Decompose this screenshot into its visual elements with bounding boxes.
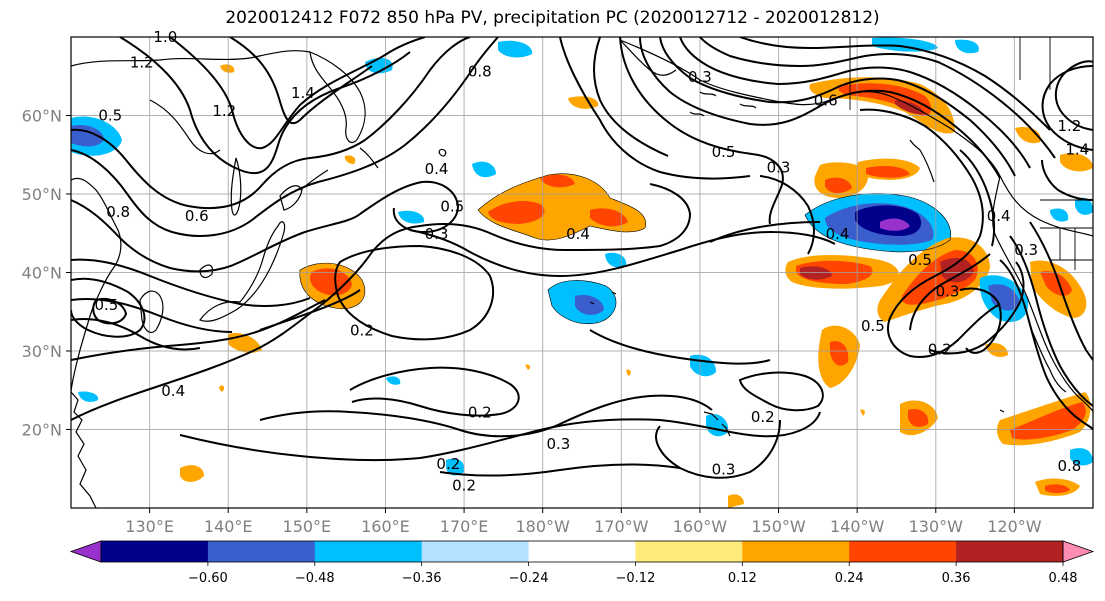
contour-label: 1.2 (130, 53, 154, 71)
colorbar (69, 540, 1095, 563)
contour-label: 0.2 (928, 341, 952, 359)
lat-label: 50°N (22, 185, 62, 204)
colorbar-segment (421, 541, 530, 562)
contour-label: 0.8 (106, 203, 130, 221)
contour-label: 0.5 (861, 317, 885, 335)
colorbar-frame (100, 540, 1064, 563)
contour-label: 0.2 (436, 455, 460, 473)
colorbar-extend-low (69, 540, 102, 563)
colorbar-tick-label: 0.24 (835, 571, 864, 586)
contour-label: 0.5 (440, 198, 464, 216)
lon-label: 160°E (361, 517, 410, 536)
colorbar-segment (742, 541, 850, 562)
contour-label: 0.4 (826, 225, 850, 243)
contour-label: 0.2 (751, 408, 775, 426)
contour-label: 0.8 (1057, 457, 1081, 475)
colorbar-tick-label: 0.12 (728, 571, 757, 586)
lon-label: 140°E (204, 517, 253, 536)
colorbar-segment (956, 541, 1064, 562)
contour-label: 0.2 (452, 476, 476, 494)
lon-label: 180°W (516, 517, 571, 536)
colorbar-segment (101, 541, 209, 562)
contour-label: 0.5 (98, 107, 122, 125)
colorbar-tick-label: −0.48 (295, 571, 335, 586)
longitude-labels: 130°E 140°E 150°E 160°E 170°E 180°W 170°W 160°W… (125, 508, 1042, 536)
lon-label: 130°E (125, 517, 174, 536)
contour-label: 0.6 (814, 92, 838, 110)
colorbar-segment (635, 541, 743, 562)
lat-label: 20°N (22, 421, 62, 440)
precip-shading (71, 37, 1093, 508)
colorbar-tick-label: −0.12 (616, 571, 656, 586)
lon-label: 170°W (594, 517, 649, 536)
contour-label: 0.4 (161, 382, 185, 400)
lon-label: 120°W (987, 517, 1042, 536)
lon-label: 140°W (830, 517, 885, 536)
colorbar-tick-label: 0.36 (942, 571, 971, 586)
contour-label: 0.3 (425, 225, 449, 243)
contour-labels: 1.01.21.41.20.50.8 0.60.40.50.3 0.40.50.40… (94, 28, 1089, 494)
lon-label: 150°W (751, 517, 806, 536)
contour-label: 0.5 (94, 296, 118, 314)
colorbar-segment (528, 541, 636, 562)
contour-label: 0.2 (350, 322, 374, 340)
contour-label: 0.4 (425, 160, 449, 178)
colorbar-tick-label: −0.60 (188, 571, 228, 586)
contour-label: 1.4 (291, 84, 315, 102)
figure-title: 2020012412 F072 850 hPa PV, precipitatio… (225, 8, 880, 28)
contour-label: 0.4 (566, 225, 590, 243)
latitude-labels: 60°N 50°N 40°N 30°N 20°N (22, 107, 71, 440)
colorbar-segment (849, 541, 957, 562)
contour-label: 0.2 (468, 403, 492, 421)
lon-label: 130°W (909, 517, 964, 536)
lat-label: 40°N (22, 264, 62, 283)
colorbar-segment (207, 541, 316, 562)
lat-label: 60°N (22, 107, 62, 126)
contour-label: 1.2 (1057, 117, 1081, 135)
contour-label: 0.3 (712, 461, 736, 479)
contour-label: 1.2 (212, 102, 236, 120)
contour-label: 1.4 (1065, 140, 1089, 158)
contour-label: 0.3 (688, 68, 712, 86)
contour-label: 0.8 (468, 63, 492, 81)
contour-label: 0.3 (546, 435, 570, 453)
contour-label: 0.5 (712, 143, 736, 161)
colorbar-segment (314, 541, 423, 562)
pv-contours (71, 37, 1093, 479)
colorbar-tick-label: −0.36 (402, 571, 442, 586)
lat-label: 30°N (22, 342, 62, 361)
colorbar-tick-label: 0.48 (1049, 571, 1078, 586)
colorbar-tick-label: −0.24 (509, 571, 549, 586)
contour-label: 0.3 (767, 158, 791, 176)
colorbar-extend-high (1062, 540, 1095, 563)
contour-label: 0.5 (908, 251, 932, 269)
lon-label: 170°E (440, 517, 489, 536)
contour-label: 0.3 (1014, 241, 1038, 259)
colorbar-tick-labels: −0.60 −0.48 −0.36 −0.24 −0.12 0.12 0.24 0.36 0.4… (188, 562, 1078, 586)
contour-label: 0.6 (185, 207, 209, 225)
lon-label: 150°E (283, 517, 332, 536)
lon-label: 160°W (673, 517, 728, 536)
contour-label: 0.3 (936, 282, 960, 300)
coastlines (71, 39, 1093, 508)
contour-label: 0.4 (987, 207, 1011, 225)
